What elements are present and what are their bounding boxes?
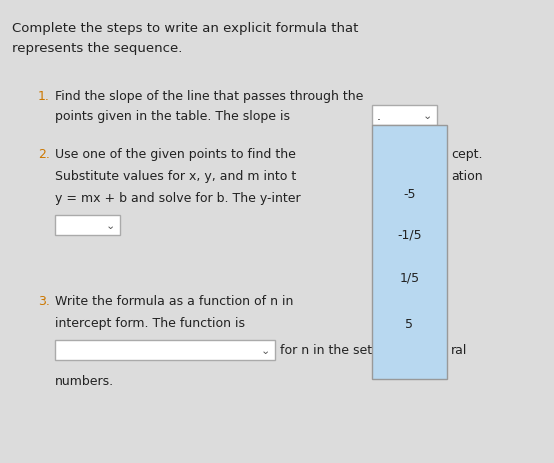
Text: ral: ral xyxy=(451,344,468,357)
Bar xyxy=(372,106,437,126)
Text: 1.: 1. xyxy=(38,90,50,103)
Text: 3.: 3. xyxy=(38,294,50,307)
Text: Complete the steps to write an explicit formula that: Complete the steps to write an explicit … xyxy=(12,22,358,35)
Text: Write the formula as a function of n in: Write the formula as a function of n in xyxy=(55,294,294,307)
Text: intercept form. The function is: intercept form. The function is xyxy=(55,316,245,329)
Text: ⌄: ⌄ xyxy=(260,345,270,355)
Text: y = mx + b and solve for b. The y-inter: y = mx + b and solve for b. The y-inter xyxy=(55,192,301,205)
Bar xyxy=(55,216,120,236)
Text: -5: -5 xyxy=(403,188,416,201)
Text: 2.: 2. xyxy=(38,148,50,161)
Text: represents the sequence.: represents the sequence. xyxy=(12,42,182,55)
Text: Find the slope of the line that passes through the: Find the slope of the line that passes t… xyxy=(55,90,363,103)
Text: 1/5: 1/5 xyxy=(399,271,419,284)
Text: for n in the set: for n in the set xyxy=(280,344,372,357)
Text: Use one of the given points to find the: Use one of the given points to find the xyxy=(55,148,296,161)
Text: points given in the table. The slope is: points given in the table. The slope is xyxy=(55,110,290,123)
Text: 5: 5 xyxy=(406,318,413,331)
Text: cept.: cept. xyxy=(451,148,483,161)
Bar xyxy=(55,340,275,360)
Text: ⌄: ⌄ xyxy=(105,220,115,231)
Text: .: . xyxy=(377,109,381,122)
Text: -1/5: -1/5 xyxy=(397,228,422,241)
Text: ation: ation xyxy=(451,169,483,182)
Text: numbers.: numbers. xyxy=(55,374,114,387)
Text: Substitute values for x, y, and m into t: Substitute values for x, y, and m into t xyxy=(55,169,296,182)
Bar xyxy=(372,126,447,379)
Text: ⌄: ⌄ xyxy=(422,111,432,121)
